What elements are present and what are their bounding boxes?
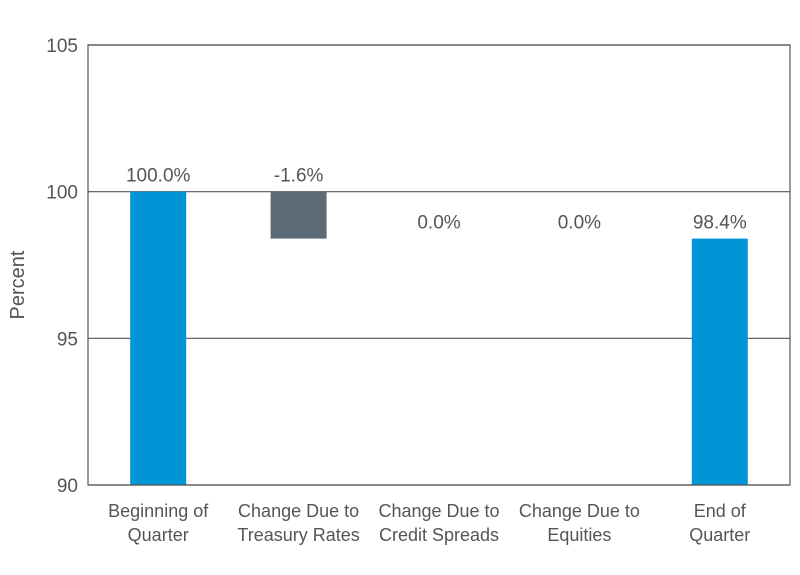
x-category-label: End of Quarter bbox=[689, 501, 750, 545]
grid-layer bbox=[88, 44, 790, 486]
x-category-label: Change Due to Credit Spreads bbox=[378, 501, 499, 545]
bar bbox=[691, 238, 748, 485]
bar bbox=[130, 191, 187, 485]
y-tick-label: 90 bbox=[57, 476, 78, 497]
y-tick-label: 95 bbox=[57, 329, 78, 350]
data-label: 100.0% bbox=[126, 166, 191, 187]
x-category-label: Beginning of Quarter bbox=[108, 501, 209, 545]
x-category-label: Change Due to Equities bbox=[519, 501, 640, 545]
bar bbox=[270, 191, 327, 239]
data-label-layer: 100.0% -1.6% 0.0% 0.0% 98.4% bbox=[126, 166, 747, 234]
data-label: 0.0% bbox=[558, 213, 601, 234]
data-label: 0.0% bbox=[417, 213, 460, 234]
plot-frame bbox=[87, 44, 791, 486]
bar-layer bbox=[130, 191, 748, 485]
data-label: -1.6% bbox=[274, 166, 324, 187]
y-axis-title: Percent bbox=[7, 250, 29, 319]
data-label: 98.4% bbox=[693, 213, 747, 234]
y-tick-label: 100 bbox=[46, 183, 78, 204]
category-label-layer: Beginning of Quarter Change Due to Treasury… bbox=[108, 501, 750, 545]
y-tick-layer: 90 95 100 105 bbox=[46, 36, 78, 497]
x-category-label: Change Due to Treasury Rates bbox=[237, 501, 359, 545]
y-tick-label: 105 bbox=[46, 36, 78, 57]
